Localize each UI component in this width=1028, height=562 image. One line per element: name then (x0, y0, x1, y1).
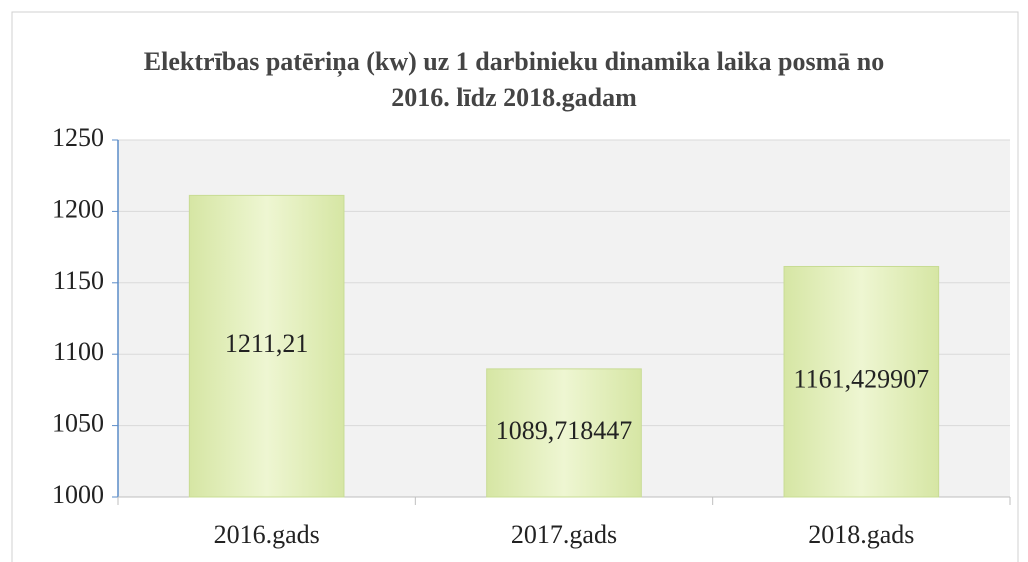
title-box: Elektrības patēriņa (kw) uz 1 darbinieku… (0, 44, 1028, 116)
data-label: 1089,718447 (496, 416, 633, 445)
y-tick-label: 1150 (53, 266, 104, 295)
data-label: 1161,429907 (794, 365, 930, 394)
bar (188, 194, 345, 498)
x-tick-label: 2018.gads (808, 520, 914, 549)
x-tick-label: 2016.gads (214, 520, 320, 549)
y-tick-label: 1100 (53, 337, 104, 366)
chart-title: Elektrības patēriņa (kw) uz 1 darbinieku… (143, 47, 885, 112)
x-tick-label: 2017.gads (511, 520, 617, 549)
data-label: 1211,21 (225, 329, 309, 358)
bar (783, 265, 940, 498)
y-tick-label: 1200 (52, 194, 104, 223)
y-tick-label: 1050 (52, 409, 104, 438)
y-tick-label: 1250 (52, 123, 104, 152)
chart-border (11, 11, 1019, 562)
y-tick-label: 1000 (52, 480, 104, 509)
bar (486, 368, 642, 498)
